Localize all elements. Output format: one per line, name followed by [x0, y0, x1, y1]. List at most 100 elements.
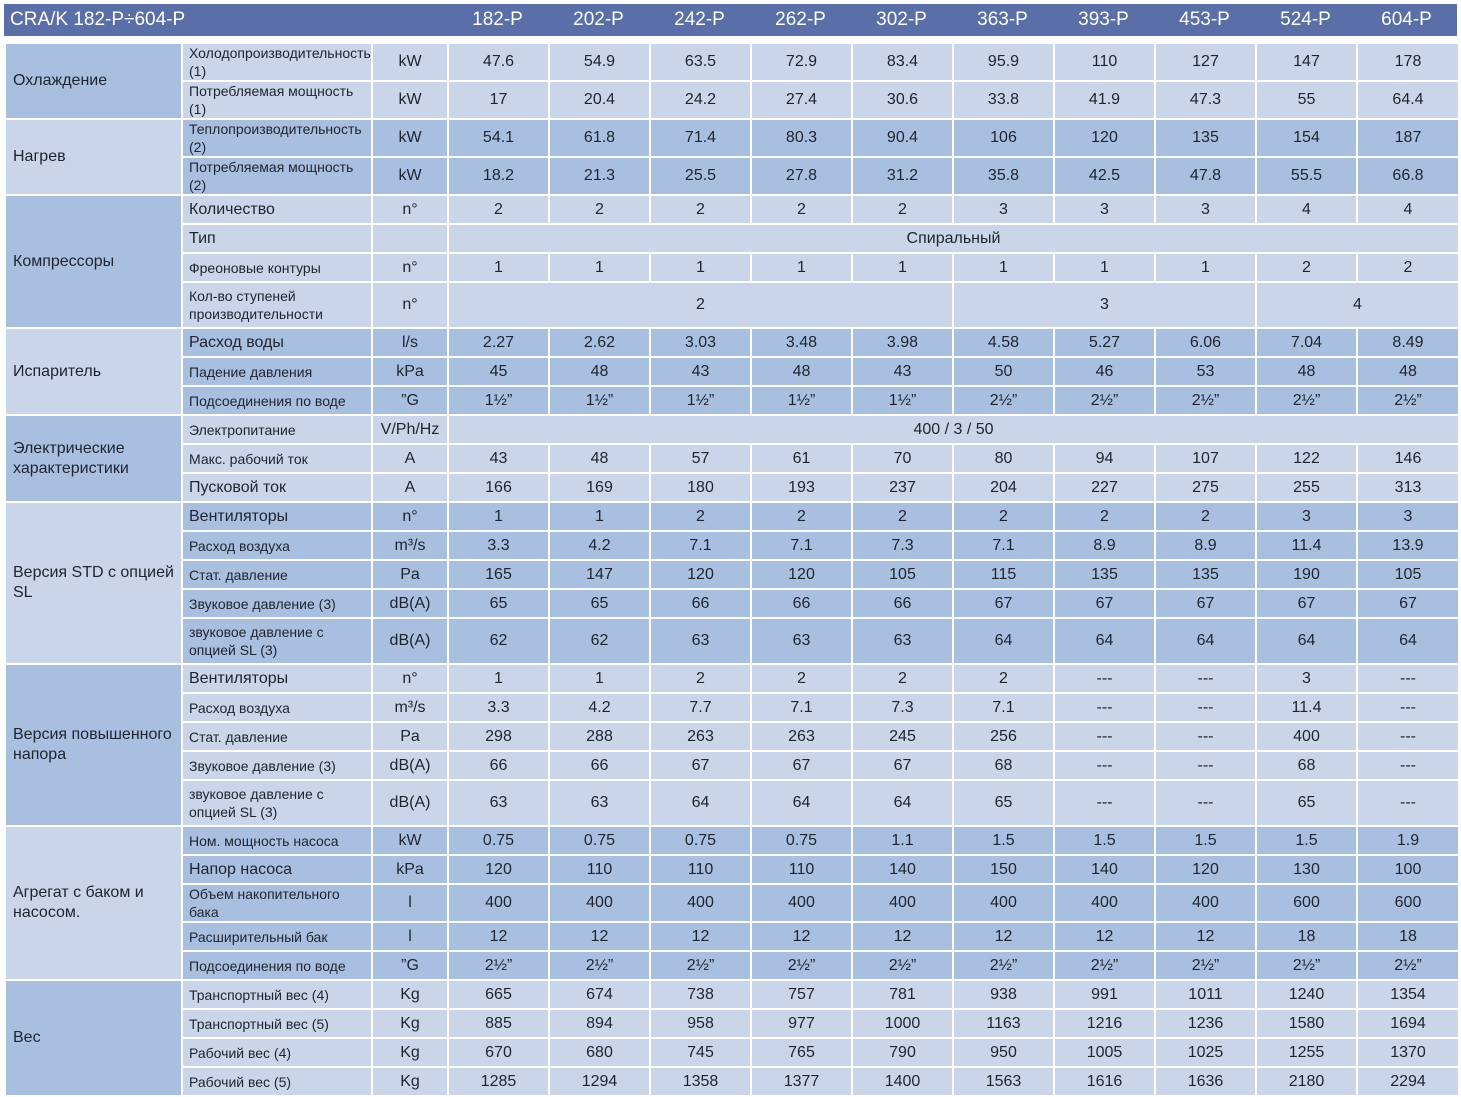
unit-label: l	[371, 883, 449, 923]
value-cell: ---	[1154, 750, 1257, 781]
table-row: Фреоновые контуры n° 1 1 1 1 1 1 1 1 2 2	[5, 252, 1460, 283]
value-cell: 1.9	[1356, 825, 1460, 856]
value-cell: 2	[750, 663, 853, 694]
value-cell: 64	[1154, 617, 1257, 665]
model-header-182-p: 182-P	[472, 9, 523, 30]
value-cell: 255	[1255, 472, 1358, 503]
value-cell: 62	[447, 617, 550, 665]
parameter-label: Теплопроизводительность (2)	[181, 118, 373, 158]
parameter-label: Рабочий вес (5)	[181, 1066, 373, 1097]
value-cell: 5.27	[1053, 327, 1156, 358]
parameter-label: Холодопроизводительность (1)	[181, 42, 373, 82]
value-cell: 2	[952, 663, 1055, 694]
value-cell: 4	[1255, 281, 1460, 329]
value-cell: 680	[548, 1037, 651, 1068]
value-cell: 2.27	[447, 327, 550, 358]
parameter-label: Напор насоса	[181, 854, 373, 885]
value-cell: 12	[548, 921, 651, 952]
value-cell: 47.3	[1154, 80, 1257, 120]
value-cell: 178	[1356, 42, 1460, 82]
value-cell: 3	[1255, 501, 1358, 532]
value-cell: 48	[750, 356, 853, 387]
value-cell: 62	[548, 617, 651, 665]
value-cell: 20.4	[548, 80, 651, 120]
value-cell: 8.49	[1356, 327, 1460, 358]
unit-label: kPa	[371, 854, 449, 885]
value-cell: 1163	[952, 1008, 1055, 1039]
value-cell: 13.9	[1356, 530, 1460, 561]
group-label: Агрегат с баком и насосом.	[4, 825, 183, 981]
value-cell: 1½”	[851, 385, 954, 416]
value-cell: 70	[851, 443, 954, 474]
value-cell: 7.3	[851, 692, 954, 723]
value-cell: ---	[1053, 663, 1156, 694]
value-cell: 63	[750, 617, 853, 665]
value-cell: 894	[548, 1008, 651, 1039]
value-cell: 11.4	[1255, 530, 1358, 561]
value-cell: 7.1	[750, 530, 853, 561]
value-cell: 12	[447, 921, 550, 952]
table-row: Испаритель Расход воды l/s 2.27 2.62 3.03 3.48…	[4, 327, 1460, 416]
parameter-label: Стат. давление	[181, 721, 373, 752]
value-cell: 1.5	[1154, 825, 1257, 856]
parameter-label: Макс. рабочий ток	[181, 443, 373, 474]
parameter-label: Потребляемая мощность (2)	[181, 156, 373, 196]
table-row: Потребляемая мощность (1) kW 17 20.4 24.2 27.…	[5, 80, 1460, 120]
parameter-label: Звуковое давление (3)	[181, 750, 373, 781]
value-cell: 57	[649, 443, 752, 474]
table-row: Нагрев Теплопроизводительность (2) kW 54.1 6…	[4, 118, 1460, 196]
value-cell: 150	[952, 854, 1055, 885]
model-header-202-p: 202-P	[573, 9, 624, 30]
value-cell: 193	[750, 472, 853, 503]
value-cell: 1.5	[952, 825, 1055, 856]
value-cell: 68	[952, 750, 1055, 781]
parameter-label: Ном. мощность насоса	[181, 825, 373, 856]
value-cell: 100	[1356, 854, 1460, 885]
value-cell: 400	[1255, 721, 1358, 752]
value-cell: 47.6	[447, 42, 550, 82]
value-cell: 120	[447, 854, 550, 885]
value-cell: 67	[851, 750, 954, 781]
value-cell: 400	[851, 883, 954, 923]
value-cell: 790	[851, 1037, 954, 1068]
table-row: Кол-во ступеней производительности n° 2 3 4	[5, 281, 1460, 329]
value-cell: 64	[851, 779, 954, 827]
value-cell: 3.03	[649, 327, 752, 358]
value-cell: 130	[1255, 854, 1358, 885]
table-row: Агрегат с баком и насосом. Ном. мощность …	[4, 825, 1460, 981]
value-cell: 66.8	[1356, 156, 1460, 196]
unit-label: Pa	[371, 721, 449, 752]
value-cell: 0.75	[548, 825, 651, 856]
value-cell: 7.1	[649, 530, 752, 561]
value-cell: 313	[1356, 472, 1460, 503]
value-cell: 54.9	[548, 42, 651, 82]
table-row: Расход воздуха m³/s 3.3 4.2 7.1 7.1 7.3 7.1 8.9 8…	[5, 530, 1460, 561]
unit-label: ”G	[371, 385, 449, 416]
value-cell: 400	[1053, 883, 1156, 923]
value-cell: 1½”	[548, 385, 651, 416]
value-cell: 2	[447, 281, 954, 329]
value-cell: 2½”	[1255, 950, 1358, 981]
value-cell: 64	[649, 779, 752, 827]
value-cell: 61	[750, 443, 853, 474]
value-cell: 3	[952, 281, 1257, 329]
table-row: Потребляемая мощность (2) kW 18.2 21.3 25.5 2…	[5, 156, 1460, 196]
value-cell: 2	[548, 194, 651, 225]
parameter-label: звуковое давление с опцией SL (3)	[181, 617, 373, 665]
table-row: Объем накопительного бака l 400 400 400 400 40…	[5, 883, 1460, 923]
group-label: Испаритель	[4, 327, 183, 416]
value-cell: 25.5	[649, 156, 752, 196]
value-cell: 738	[649, 979, 752, 1010]
value-cell: 67	[952, 588, 1055, 619]
model-header-393-p: 393-P	[1078, 9, 1129, 30]
value-cell: 17	[447, 80, 550, 120]
parameter-label: Вентиляторы	[181, 663, 373, 694]
value-cell: 1	[447, 501, 550, 532]
parameter-label: Расход воздуха	[181, 530, 373, 561]
value-cell: 66	[649, 588, 752, 619]
value-cell: 18	[1356, 921, 1460, 952]
value-cell: 2	[1154, 501, 1257, 532]
value-cell: 1.5	[1053, 825, 1156, 856]
value-cell: 1255	[1255, 1037, 1358, 1068]
value-cell: 2½”	[649, 950, 752, 981]
